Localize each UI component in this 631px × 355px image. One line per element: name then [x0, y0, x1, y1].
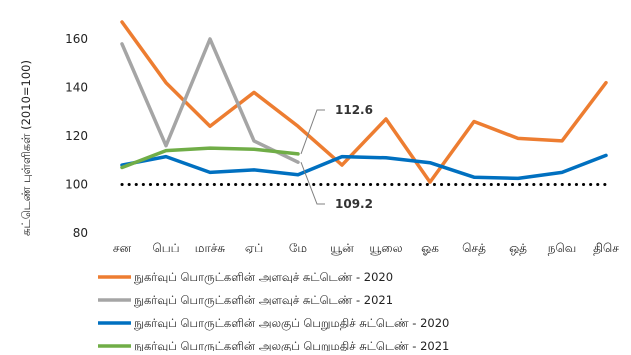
y-tick-label: 100 [65, 178, 88, 192]
legend-label-3: நுகர்வுப் பொருட்களின் அலகுப் பெறுமதிச் ச… [134, 316, 449, 331]
y-axis-ticks: 80 100 120 140 160 [65, 32, 88, 240]
legend-label-2: நுகர்வுப் பொருட்களின் அளவுச் சுட்டெண் - … [134, 293, 393, 308]
legend: நுகர்வுப் பொருட்களின் அளவுச் சுட்டெண் - … [98, 270, 449, 354]
x-tick-label: யூலை [369, 241, 402, 255]
y-tick-label: 80 [73, 226, 88, 240]
x-tick-label: யூன் [330, 241, 354, 255]
x-tick-label: நவெ [548, 241, 577, 255]
legend-label-1: நுகர்வுப் பொருட்களின் அளவுச் சுட்டெண் - … [134, 270, 393, 285]
y-tick-label: 140 [65, 81, 88, 95]
y-tick-label: 120 [65, 129, 88, 143]
x-tick-label: திசெ [593, 241, 619, 255]
series-line-1 [120, 20, 608, 184]
annotations-group: 112.6 109.2 [300, 103, 373, 211]
x-axis-ticks: சன பெப் மாச்சு ஏப் மே யூன் யூலை ஓக செத் ஒத் நவெ திச… [113, 241, 619, 255]
series-line-3 [120, 153, 608, 181]
x-tick-label: ஓக [421, 241, 439, 255]
annotation-leader-line [300, 109, 325, 155]
series-line-4 [120, 146, 300, 170]
x-tick-label: ஒத் [509, 241, 527, 255]
x-tick-label: செத் [462, 241, 486, 255]
y-axis-title: சுட்டெண் புள்ளிகள் (2010=100) [19, 60, 33, 236]
x-tick-label: மே [289, 241, 307, 255]
legend-label-4: நுகர்வுப் பொருட்களின் அலகுப் பெறுமதிச் ச… [134, 339, 449, 351]
annotation-label: 109.2 [335, 197, 373, 211]
series-group [120, 20, 608, 184]
y-tick-label: 160 [65, 32, 88, 46]
annotation-leader-line [300, 162, 325, 205]
annotation-label: 112.6 [335, 103, 373, 117]
x-tick-label: பெப் [152, 241, 179, 255]
x-tick-label: சன [113, 241, 132, 255]
x-tick-label: ஏப் [245, 241, 263, 255]
series-line-2 [120, 37, 300, 164]
x-tick-label: மாச்சு [195, 241, 226, 255]
